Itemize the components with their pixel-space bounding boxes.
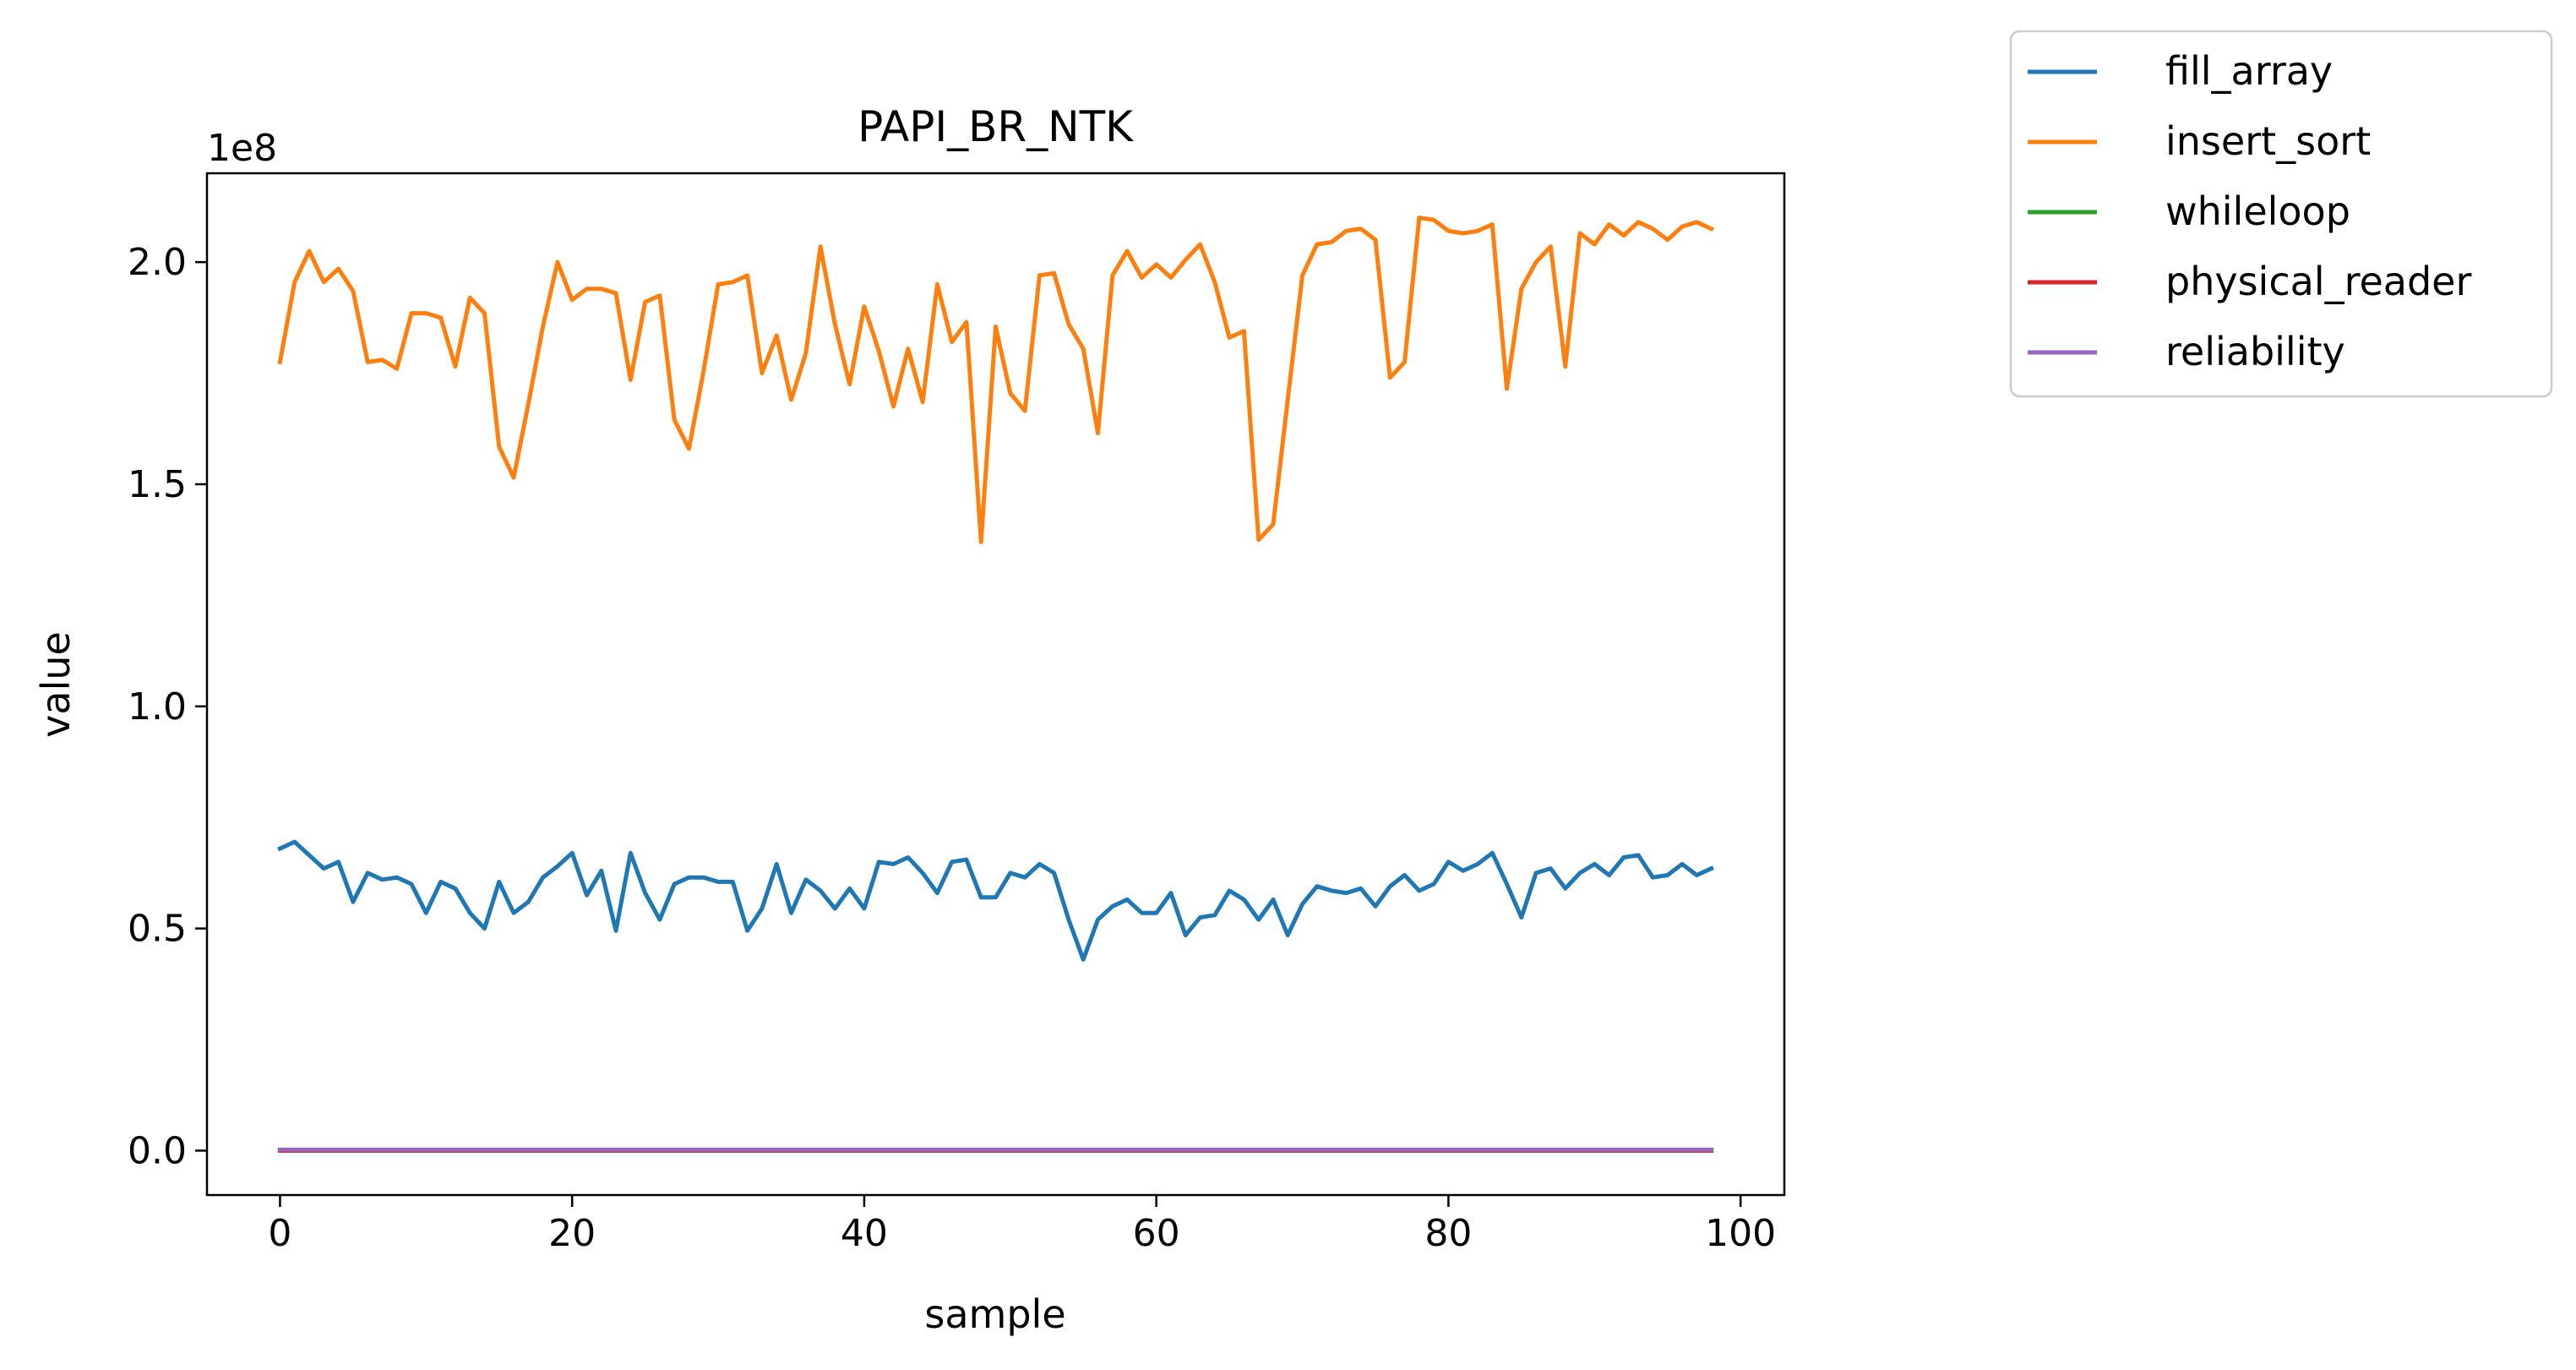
y-tick-label: 0.0 <box>128 1129 187 1172</box>
legend-label-insert-sort: insert_sort <box>2165 118 2371 164</box>
legend-label-whileloop: whileloop <box>2165 188 2350 234</box>
plot-lines <box>277 216 1714 1153</box>
y-tick-label: 1.0 <box>128 685 187 729</box>
legend: fill_array insert_sort whileloop physical_r… <box>2009 30 2553 398</box>
y-axis-ticks: 0.0 0.5 1.0 1.5 2.0 <box>128 241 207 1172</box>
series-line-fill-array <box>277 839 1714 962</box>
legend-label-physical-reader: physical_reader <box>2165 259 2471 304</box>
y-tick-label: 0.5 <box>128 908 187 951</box>
chart-title: PAPI_BR_NTK <box>858 102 1134 151</box>
series-line-insert-sort <box>277 216 1714 544</box>
x-axis-label: sample <box>924 1291 1065 1337</box>
legend-label-fill-array: fill_array <box>2165 48 2333 94</box>
y-axis-offset-label: 1e8 <box>207 127 277 170</box>
axes-frame <box>205 172 1786 1197</box>
x-tick-label: 60 <box>1133 1212 1180 1255</box>
legend-entries: fill_array insert_sort whileloop physical_r… <box>2028 48 2471 374</box>
x-tick-label: 40 <box>841 1212 888 1255</box>
y-tick-label: 1.5 <box>128 463 187 506</box>
x-tick-label: 100 <box>1705 1212 1776 1255</box>
x-tick-label: 20 <box>548 1212 596 1255</box>
y-tick-label: 2.0 <box>128 241 187 284</box>
legend-box <box>2009 30 2553 398</box>
x-tick-label: 80 <box>1424 1212 1472 1255</box>
x-tick-label: 0 <box>268 1212 291 1255</box>
x-axis-ticks: 0 20 40 60 80 100 <box>268 1195 1776 1255</box>
legend-label-reliability: reliability <box>2165 329 2345 374</box>
y-axis-label: value <box>33 631 79 738</box>
